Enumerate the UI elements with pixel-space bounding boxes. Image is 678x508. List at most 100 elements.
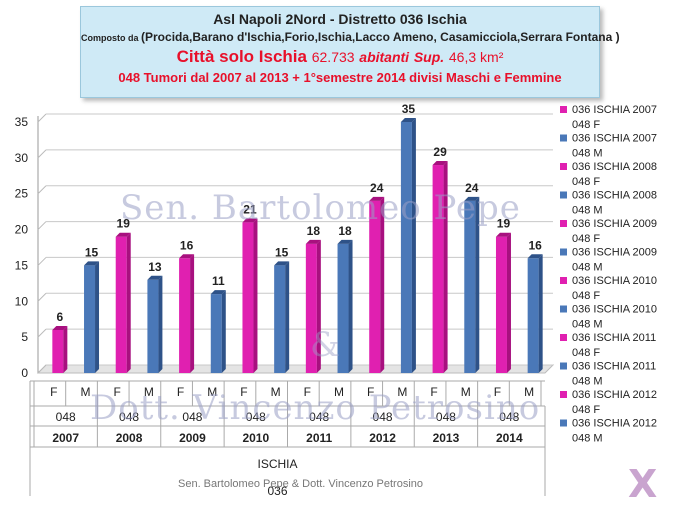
city-area: 46,3 km²	[448, 49, 504, 65]
chart-subtitle-city: Città solo Ischia 62.733 abitanti Sup. 4…	[81, 47, 599, 67]
bar-side	[316, 239, 321, 373]
legend-label: 036 ISCHIA 2009	[572, 218, 657, 230]
gridline-depth	[37, 257, 47, 266]
x-tick-label-sex: F	[114, 385, 121, 399]
legend-label: 048 M	[572, 319, 603, 331]
gridline-depth	[37, 292, 47, 302]
chart-title: Asl Napoli 2Nord - Distretto 036 Ischia	[213, 11, 467, 27]
city-name: Città solo Ischia	[176, 47, 307, 66]
bar-side	[475, 196, 480, 373]
bar-side	[126, 232, 131, 373]
x-tick-label-sex: M	[271, 385, 281, 399]
chart-subtitle-period: 048 Tumori dal 2007 al 2013 + 1°semestre…	[118, 70, 562, 85]
data-label: 16	[528, 238, 542, 252]
legend-label: 036 ISCHIA 2008	[572, 161, 657, 173]
city-sup-label: Sup.	[413, 49, 445, 65]
x-tick-label-year: 2008	[116, 431, 143, 445]
x-tick-label-sex: M	[397, 385, 407, 399]
gridline-depth	[37, 364, 47, 374]
gridline-depth	[37, 221, 47, 230]
data-label: 11	[212, 274, 225, 288]
bar-top	[52, 325, 68, 330]
y-tick-label: 25	[15, 187, 29, 201]
x-tick-label-year: 2007	[52, 431, 79, 445]
gridline-depth	[37, 328, 47, 338]
gridline-depth	[37, 113, 47, 123]
x-tick-label-year: 2014	[496, 431, 523, 445]
bar-2008-M	[147, 279, 159, 373]
watermark-ampersand: &	[310, 325, 341, 365]
data-label: 13	[148, 260, 162, 274]
x-tick-label-year: 2010	[242, 431, 269, 445]
bar-top	[179, 254, 195, 259]
data-label: 24	[370, 181, 384, 195]
bar-top	[495, 232, 511, 237]
data-label: 19	[497, 217, 511, 231]
legend-label: 048 F	[572, 290, 600, 302]
x-tick-label-year: 2011	[306, 431, 332, 445]
bar-side	[63, 325, 68, 373]
bar-side	[253, 218, 258, 373]
x-tick-label-code: 048	[56, 410, 76, 424]
chart-subtitle-composition: Composto da (Procida,Barano d'Ischia,For…	[81, 30, 620, 44]
bar-top	[337, 239, 353, 244]
y-tick-label: 15	[15, 258, 29, 272]
x-tick-label-sex: F	[304, 385, 311, 399]
credits-text: Sen. Bartolomeo Pepe & Dott. Vincenzo Pe…	[178, 478, 423, 490]
x-tick-label-year: 2009	[179, 431, 206, 445]
bar-2011-F	[305, 243, 317, 373]
x-tick-label-code: 048	[499, 410, 519, 424]
gridline-depth	[37, 149, 47, 159]
data-label: 15	[85, 245, 99, 259]
y-tick-label: 10	[15, 294, 29, 308]
gridline-depth	[37, 185, 47, 195]
legend-label: 036 ISCHIA 2011	[572, 332, 656, 344]
legend-swatch-M	[560, 419, 567, 427]
legend-label: 048 F	[572, 233, 600, 245]
legend-swatch-M	[560, 134, 567, 142]
y-tick-label: 30	[15, 151, 29, 165]
x-tick-label-sex: F	[430, 385, 437, 399]
data-label: 29	[433, 145, 447, 159]
bar-top	[369, 196, 385, 201]
legend-label: 048 M	[572, 376, 603, 388]
data-label: 15	[275, 245, 289, 259]
bar-2007-F	[52, 329, 64, 373]
legend-label: 048 M	[572, 205, 603, 217]
legend-swatch-M	[560, 305, 567, 313]
legend-swatch-F	[560, 220, 567, 227]
x-tick-label-sex: F	[494, 385, 501, 399]
legend-swatch-M	[560, 191, 567, 199]
y-tick-label: 20	[15, 223, 29, 237]
bar-top	[274, 261, 290, 266]
x-tick-label-sex: F	[50, 385, 57, 399]
bar-side	[190, 254, 195, 373]
y-tick-label: 0	[21, 366, 28, 380]
city-abitanti-label: abitanti	[359, 49, 410, 65]
city-population: 62.733	[311, 49, 355, 65]
watermark-author-2: Dott. Vincenzo Petrosino	[90, 388, 541, 428]
legend-label: 036 ISCHIA 2012	[572, 389, 657, 401]
x-tick-label-code: 048	[309, 410, 329, 424]
x-tick-label-sex: F	[367, 385, 374, 399]
bar-side	[348, 239, 353, 373]
bar-top	[464, 196, 480, 201]
bar-side	[380, 196, 385, 373]
bar-side	[285, 261, 290, 373]
x-tick-label-sex: M	[461, 385, 471, 399]
x-tick-label-place: ISCHIA	[257, 457, 297, 471]
bar-top	[115, 232, 131, 237]
bar-side	[158, 275, 163, 373]
bar-side	[443, 161, 448, 373]
bar-top	[432, 161, 448, 166]
bar-2013-F	[432, 165, 444, 373]
bar-top	[242, 218, 258, 223]
x-tick-label-sex: M	[334, 385, 344, 399]
x-tick-label-year: 2012	[369, 431, 396, 445]
legend-label: 048 F	[572, 176, 600, 188]
bar-top	[527, 254, 543, 259]
legend-swatch-M	[560, 362, 567, 370]
x-tick-label-sex: M	[524, 385, 534, 399]
data-label: 18	[307, 224, 321, 238]
legend-label: 036 ISCHIA 2012	[572, 418, 657, 430]
